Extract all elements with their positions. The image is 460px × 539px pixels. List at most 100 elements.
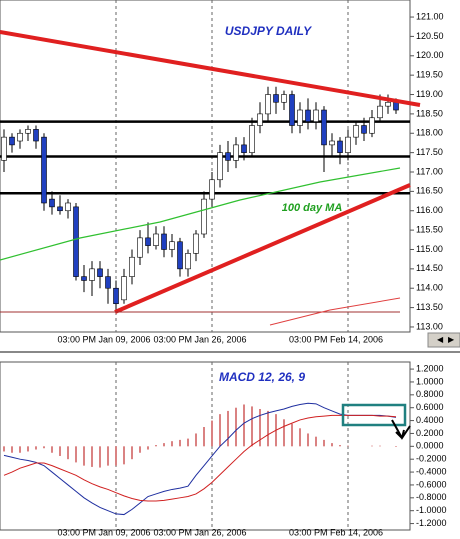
candle-body (217, 152, 223, 181)
candle-body (1, 136, 7, 161)
plot-layer: 121.00 120.50 120.00 119.50 119.00 118.50 118.… (0, 0, 447, 537)
y-tick-label: 121.00 (416, 11, 444, 21)
price-frame (0, 0, 411, 333)
y-tick-label: 115.00 (416, 244, 443, 254)
chart-title: USDJPY DAILY (225, 24, 312, 38)
highlight-box (341, 403, 407, 427)
candle-body (65, 202, 71, 212)
candle-body (137, 237, 143, 258)
candle-body (241, 144, 247, 153)
resistance-trendline (0, 30, 421, 107)
candle-body (185, 253, 191, 270)
candle-body (201, 198, 207, 235)
y-tick-label: 119.00 (416, 89, 443, 99)
x-tick-label: 03:00 PM Feb 14, 2006 (289, 334, 383, 344)
y-tick-label: 120.50 (416, 31, 444, 41)
candle-body (57, 206, 63, 212)
candle-body (313, 109, 319, 122)
y-tick-label: -0.2000 (416, 454, 447, 464)
y-tick-label: 113.00 (416, 321, 443, 331)
ma-line-red (269, 297, 401, 326)
candle-body (289, 94, 295, 126)
candle-body (177, 241, 183, 270)
candle-body (377, 105, 383, 119)
candle-body (81, 276, 87, 281)
x-tick-label: 03:00 PM Jan 09, 2006 (57, 527, 150, 537)
y-tick-label: 114.00 (416, 283, 443, 293)
y-tick-label: -1.0000 (416, 505, 447, 515)
candle-body (281, 94, 287, 103)
candle-body (33, 129, 39, 142)
candle-body (329, 140, 335, 146)
x-tick-label: 03:00 PM Feb 14, 2006 (289, 527, 383, 537)
y-tick-label: 117.00 (416, 166, 443, 176)
candle-body (361, 125, 367, 134)
candle-body (233, 144, 239, 161)
candle-body (273, 94, 279, 103)
candle-body (345, 136, 351, 153)
scrollbar[interactable] (427, 332, 460, 348)
y-tick-label: 0.4000 (416, 415, 444, 425)
y-tick-label: -0.4000 (416, 466, 447, 476)
y-tick-label: -0.6000 (416, 479, 447, 489)
candle-body (153, 233, 159, 246)
x-tick-label: 03:00 PM Jan 26, 2006 (153, 527, 246, 537)
macd-line (3, 402, 397, 516)
candle-body (9, 136, 15, 146)
y-tick-label: 1.2000 (416, 363, 444, 373)
candle-body (41, 136, 47, 204)
candle-body (249, 125, 255, 153)
y-tick-label: 0.2000 (416, 428, 444, 438)
candle-body (225, 152, 231, 161)
candle-body (209, 179, 215, 200)
candle-body (97, 268, 103, 277)
ma-100-line (0, 167, 401, 261)
candle-body (265, 94, 271, 115)
x-tick-label: 03:00 PM Jan 26, 2006 (153, 334, 246, 344)
candle-body (121, 276, 127, 301)
candle-body (145, 237, 151, 246)
y-tick-label: 116.50 (416, 186, 443, 196)
candle-body (297, 109, 303, 126)
candle-body (321, 109, 327, 146)
scroll-right[interactable]: ▶ (448, 335, 455, 344)
y-tick-label: 114.50 (416, 263, 443, 273)
candle-body (89, 268, 95, 281)
candle-body (25, 129, 31, 134)
candle-body (385, 101, 391, 107)
candle-body (17, 132, 23, 142)
y-tick-label: 117.50 (416, 147, 443, 157)
candle-body (129, 256, 135, 277)
y-tick-label: 0.8000 (416, 389, 444, 399)
ma-annotation: 100 day MA (282, 202, 343, 214)
y-tick-label: 120.00 (416, 50, 444, 60)
y-tick-label: 116.00 (416, 205, 443, 215)
y-tick-label: 118.50 (416, 108, 443, 118)
candle-body (337, 140, 343, 153)
candle-body (73, 206, 79, 277)
y-tick-label: 119.50 (416, 70, 443, 80)
candle-body (305, 109, 311, 122)
y-tick-label: 113.50 (416, 302, 443, 312)
candle-body (113, 287, 119, 305)
candle-body (193, 233, 199, 254)
y-tick-label: 0.6000 (416, 402, 444, 412)
candle-body (393, 101, 399, 111)
x-tick-label: 03:00 PM Jan 09, 2006 (57, 334, 150, 344)
scroll-left[interactable]: ◀ (437, 335, 444, 344)
y-tick-label: 0.0000 (416, 441, 444, 451)
candle-body (105, 276, 111, 289)
y-tick-label: 1.0000 (416, 376, 444, 386)
candle-body (49, 198, 55, 208)
y-tick-label: 115.50 (416, 224, 443, 234)
y-tick-label: 118.00 (416, 128, 443, 138)
macd-line (3, 414, 397, 502)
candle-body (353, 125, 359, 138)
candle-body (257, 113, 263, 126)
candle-body (169, 241, 175, 250)
candle-body (369, 117, 375, 134)
y-tick-label: -1.2000 (416, 518, 447, 528)
arrow (391, 419, 411, 440)
